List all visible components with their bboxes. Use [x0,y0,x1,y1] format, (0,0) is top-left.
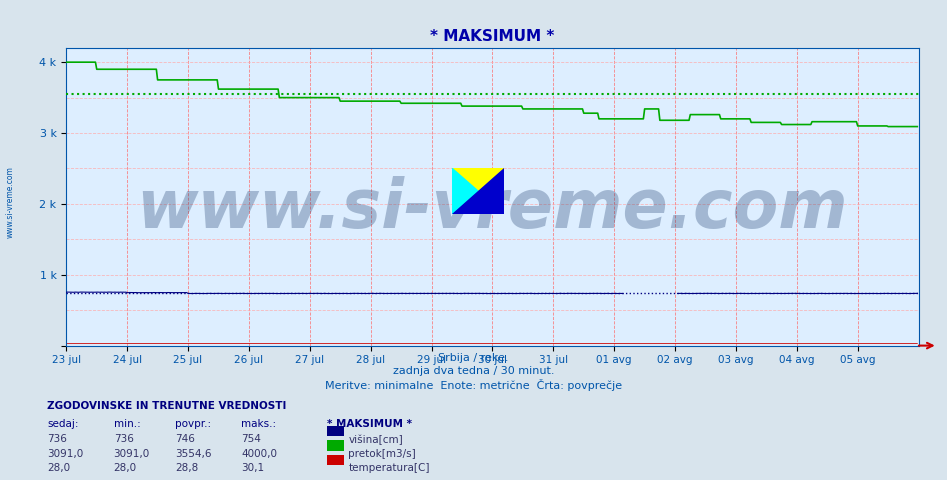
Text: zadnja dva tedna / 30 minut.: zadnja dva tedna / 30 minut. [393,366,554,376]
Bar [327,426,344,436]
Text: Meritve: minimalne  Enote: metrične  Črta: povprečje: Meritve: minimalne Enote: metrične Črta:… [325,379,622,391]
Text: višina[cm]: višina[cm] [348,434,403,445]
Text: * MAKSIMUM *: * MAKSIMUM * [327,419,412,429]
Polygon shape [452,168,504,214]
Text: 754: 754 [241,434,261,444]
Text: 4000,0: 4000,0 [241,449,277,459]
Polygon shape [452,168,504,214]
Bar [327,455,344,465]
Text: 736: 736 [47,434,67,444]
Text: 28,0: 28,0 [47,463,70,473]
Text: pretok[m3/s]: pretok[m3/s] [348,449,417,459]
Title: * MAKSIMUM *: * MAKSIMUM * [430,29,555,44]
Text: 3091,0: 3091,0 [114,449,150,459]
Text: temperatura[C]: temperatura[C] [348,463,430,473]
Text: ZGODOVINSKE IN TRENUTNE VREDNOSTI: ZGODOVINSKE IN TRENUTNE VREDNOSTI [47,401,287,411]
Text: 28,8: 28,8 [175,463,199,473]
Text: www.si-vreme.com: www.si-vreme.com [136,176,849,242]
Polygon shape [452,168,504,214]
Bar [327,440,344,451]
Text: 28,0: 28,0 [114,463,136,473]
Text: povpr.:: povpr.: [175,419,211,429]
Text: sedaj:: sedaj: [47,419,79,429]
Text: 30,1: 30,1 [241,463,264,473]
Text: Srbija / reke.: Srbija / reke. [438,353,509,363]
Text: www.si-vreme.com: www.si-vreme.com [6,166,15,238]
Text: 736: 736 [114,434,134,444]
Text: 746: 746 [175,434,195,444]
Text: 3091,0: 3091,0 [47,449,83,459]
Text: maks.:: maks.: [241,419,277,429]
Text: 3554,6: 3554,6 [175,449,212,459]
Text: min.:: min.: [114,419,140,429]
